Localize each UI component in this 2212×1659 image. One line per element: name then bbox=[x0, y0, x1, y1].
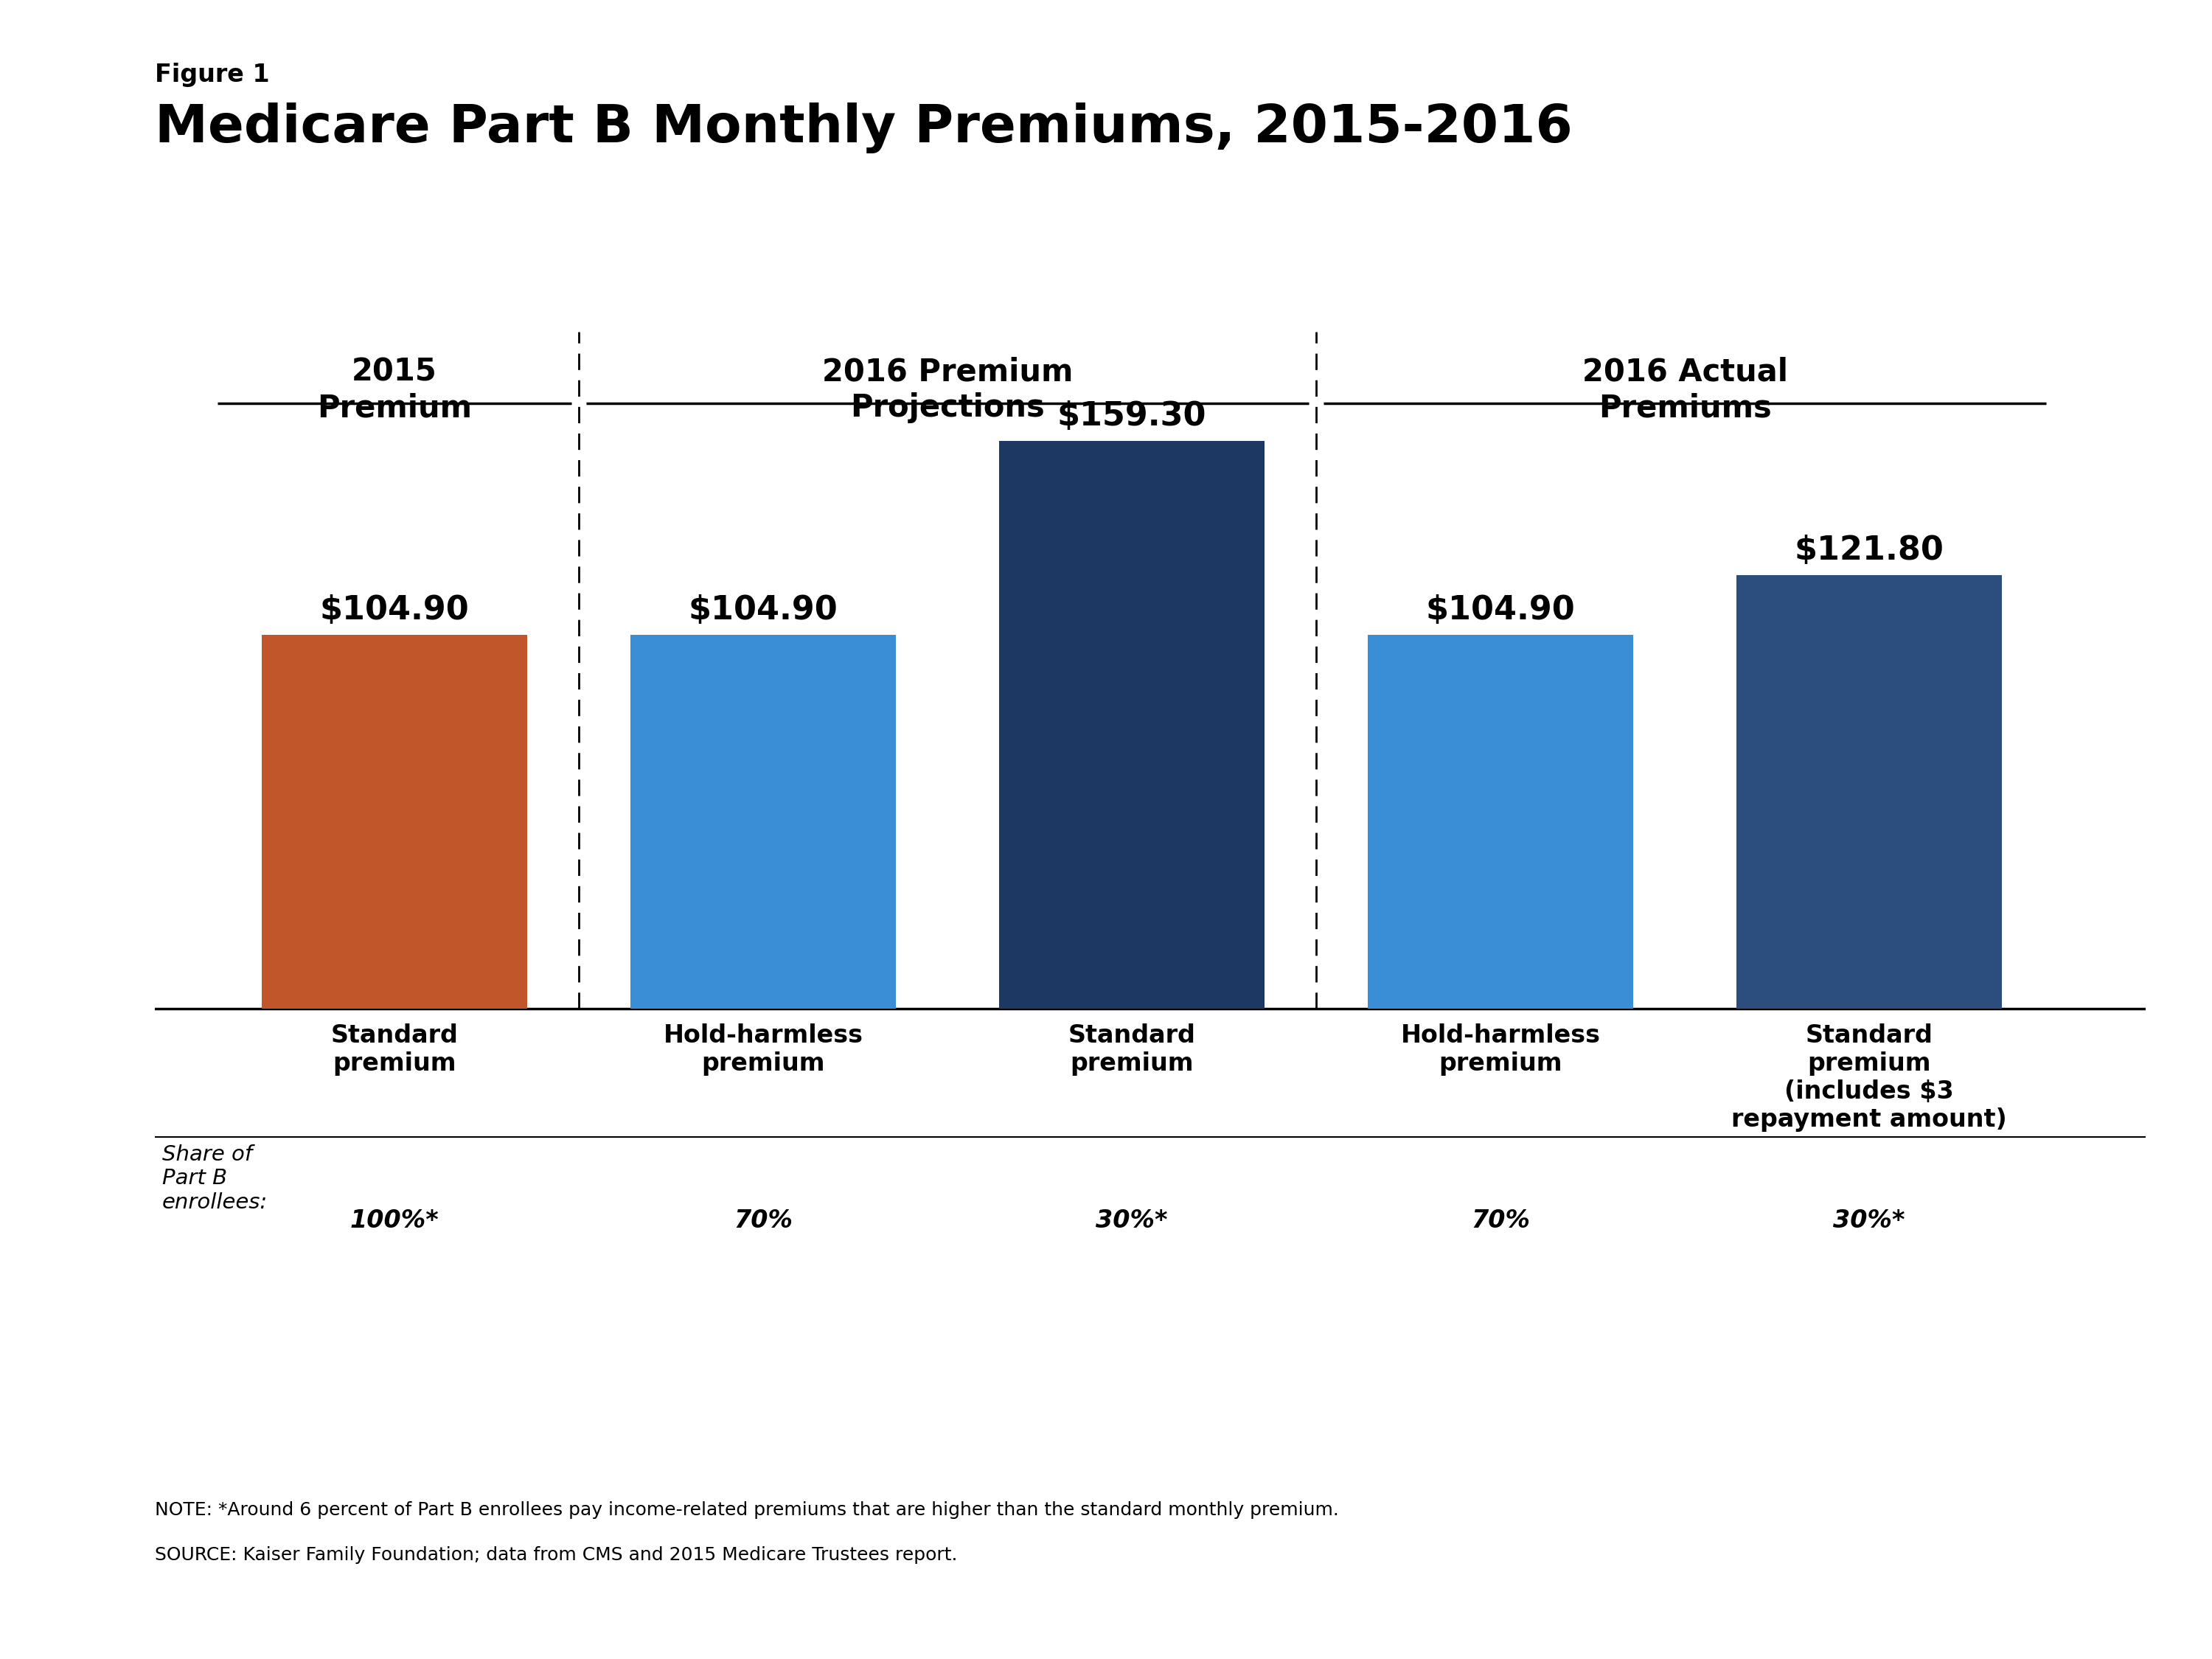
Text: Standard
premium: Standard premium bbox=[1068, 1024, 1194, 1075]
Text: THE HENRY J.: THE HENRY J. bbox=[1982, 1490, 2062, 1503]
Text: FOUNDATION: FOUNDATION bbox=[1982, 1613, 2062, 1626]
Text: 30%*: 30%* bbox=[1834, 1208, 1905, 1233]
Text: KAISER: KAISER bbox=[1971, 1533, 2073, 1556]
Text: $159.30: $159.30 bbox=[1057, 400, 1206, 433]
Bar bbox=[1000, 441, 1265, 1009]
Text: Share of
Part B
enrollees:: Share of Part B enrollees: bbox=[161, 1145, 268, 1213]
Text: $121.80: $121.80 bbox=[1794, 534, 1944, 566]
Bar bbox=[1367, 635, 1632, 1009]
Text: 30%*: 30%* bbox=[1095, 1208, 1168, 1233]
Text: $104.90: $104.90 bbox=[688, 594, 838, 625]
Bar bbox=[630, 635, 896, 1009]
Bar bbox=[261, 635, 526, 1009]
Text: Hold-harmless
premium: Hold-harmless premium bbox=[1400, 1024, 1599, 1075]
Text: Standard
premium
(includes $3
repayment amount): Standard premium (includes $3 repayment … bbox=[1732, 1024, 2006, 1131]
Text: Figure 1: Figure 1 bbox=[155, 63, 270, 88]
Text: $104.90: $104.90 bbox=[321, 594, 469, 625]
Text: 2015
Premium: 2015 Premium bbox=[316, 357, 471, 423]
Bar bbox=[1736, 576, 2002, 1009]
Text: 2016 Actual
Premiums: 2016 Actual Premiums bbox=[1582, 357, 1787, 423]
Text: $104.90: $104.90 bbox=[1427, 594, 1575, 625]
Text: NOTE: *Around 6 percent of Part B enrollees pay income-related premiums that are: NOTE: *Around 6 percent of Part B enroll… bbox=[155, 1501, 1338, 1520]
Text: 2016 Premium
Projections: 2016 Premium Projections bbox=[823, 357, 1073, 423]
Text: 70%: 70% bbox=[734, 1208, 792, 1233]
Text: Standard
premium: Standard premium bbox=[332, 1024, 458, 1075]
Text: Medicare Part B Monthly Premiums, 2015-2016: Medicare Part B Monthly Premiums, 2015-2… bbox=[155, 103, 1573, 154]
Text: 70%: 70% bbox=[1471, 1208, 1531, 1233]
Text: Hold-harmless
premium: Hold-harmless premium bbox=[664, 1024, 863, 1075]
Text: SOURCE: Kaiser Family Foundation; data from CMS and 2015 Medicare Trustees repor: SOURCE: Kaiser Family Foundation; data f… bbox=[155, 1546, 958, 1564]
Text: FAMILY: FAMILY bbox=[1982, 1569, 2062, 1589]
Text: 100%*: 100%* bbox=[349, 1208, 438, 1233]
